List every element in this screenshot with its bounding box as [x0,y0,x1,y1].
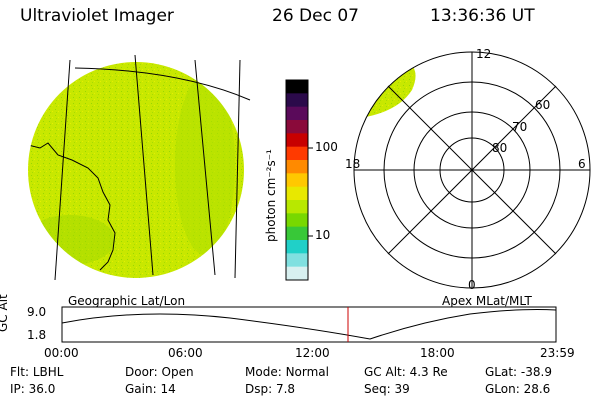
info-field: IP: 36.0 [10,382,55,396]
altitude-curve [61,309,557,340]
colorbar-segment [286,146,308,161]
info-field-label: Seq: [364,382,395,396]
date-label: 26 Dec 07 [272,6,359,26]
info-field: Mode: Normal [245,365,329,379]
polar-plot [353,51,591,289]
colorbar-segment [286,106,308,121]
info-field-value: 28.6 [523,382,551,396]
info-field-label: GLat: [485,365,521,379]
info-field-label: Flt: [10,365,33,379]
colorbar-tick-10: 10 [315,228,331,242]
colorbar-segment [286,240,308,254]
info-field: Door: Open [125,365,194,379]
info-field-value: Open [161,365,194,379]
colorbar-segment [286,200,308,214]
altitude-xtick-0600: 06:00 [168,346,203,360]
info-field: Gain: 14 [125,382,176,396]
info-field-value: 14 [160,382,176,396]
colorbar-segment [286,93,308,108]
info-field-label: GLon: [485,382,524,396]
info-field-value: -38.9 [520,365,552,379]
altitude-xtick-1200: 12:00 [295,346,330,360]
mlt-label-0: 0 [468,278,476,292]
mlt-label-6: 6 [578,157,586,171]
polar-panel-label: Apex MLat/MLT [442,294,532,308]
info-field: Dsp: 7.8 [245,382,295,396]
info-field-value: Normal [285,365,329,379]
altitude-xtick-1800: 18:00 [420,346,455,360]
info-field: GLon: 28.6 [485,382,550,396]
colorbar-unit-label: photon cm⁻²s⁻¹ [264,149,278,242]
colorbar-segment [286,173,308,188]
altitude-xtick-2359: 23:59 [540,346,575,360]
colorbar-segment [286,266,308,281]
colorbar-segment [286,186,308,201]
info-field-label: Mode: [245,365,286,379]
altitude-plot [61,306,557,343]
colorbar-segment [286,133,308,148]
colorbar-tick-100: 100 [315,140,338,154]
geo-image [28,54,251,281]
info-field-value: 36.0 [28,382,56,396]
mlat-label-70: 70 [512,120,528,134]
mlt-label-18: 18 [345,157,361,171]
time-label: 13:36:36 UT [430,6,535,26]
colorbar [285,79,309,281]
coastline [28,142,116,271]
info-field-label: Dsp: [245,382,276,396]
info-field-label: IP: [10,382,29,396]
info-field: Seq: 39 [364,382,410,396]
mlt-label-12: 12 [476,47,492,61]
colorbar-segment [286,120,308,134]
altitude-ytick-1.8: 1.8 [27,328,47,342]
info-field-label: GC Alt: [364,365,410,379]
info-field-value: 4.3 Re [409,365,448,379]
altitude-ytick-9: 9.0 [27,305,47,319]
colorbar-segment [286,253,308,268]
mlat-label-80: 80 [492,141,508,155]
colorbar-frame [285,79,309,281]
colorbar-segment [286,160,308,174]
info-field-value: 7.8 [275,382,296,396]
info-field-value: 39 [394,382,410,396]
colorbar-segment [286,213,308,228]
info-field: GLat: -38.9 [485,365,552,379]
info-field-label: Gain: [125,382,161,396]
info-field-label: Door: [125,365,162,379]
colorbar-segment [286,226,308,241]
info-field: GC Alt: 4.3 Re [364,365,448,379]
altitude-xtick-0000: 00:00 [44,346,79,360]
instrument-title: Ultraviolet Imager [20,6,174,26]
mlat-label-60: 60 [535,98,551,112]
colorbar-segment [286,80,308,94]
geo-grid [54,54,251,281]
geo-panel-label: Geographic Lat/Lon [68,294,186,308]
altitude-ylabel: GC Alt [0,294,10,332]
info-field-value: LBHL [32,365,64,379]
info-field: Flt: LBHL [10,365,63,379]
